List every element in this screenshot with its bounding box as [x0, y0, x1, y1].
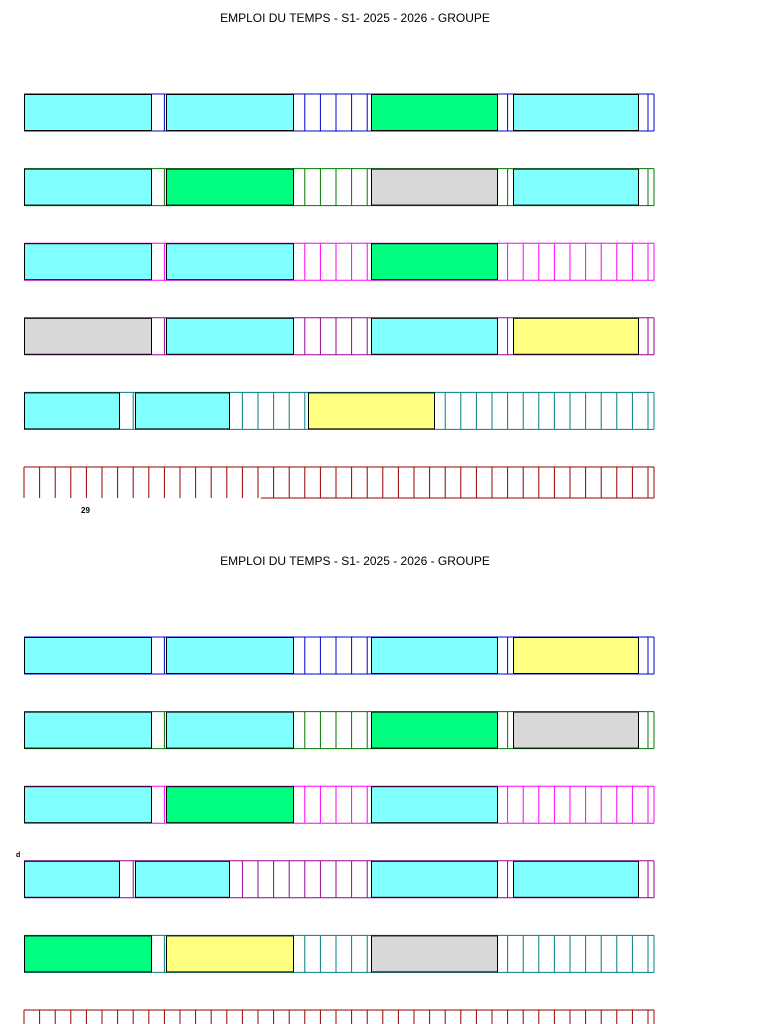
session-block	[308, 392, 435, 430]
session-block	[135, 392, 230, 430]
session-block	[166, 243, 294, 281]
session-block	[371, 786, 498, 824]
session-block	[371, 711, 498, 749]
session-block	[371, 935, 498, 973]
session-block	[371, 168, 498, 206]
marker-label: d	[16, 852, 21, 859]
session-block	[166, 935, 294, 973]
session-block	[24, 243, 152, 281]
session-block	[166, 711, 294, 749]
timetable-title-1: EMPLOI DU TEMPS - S1- 2025 - 2026 - GROU…	[220, 11, 490, 25]
session-block	[513, 317, 639, 355]
session-block	[371, 243, 498, 281]
week-number-label: 29	[81, 506, 90, 515]
session-block	[135, 860, 230, 898]
timetable-title-2: EMPLOI DU TEMPS - S1- 2025 - 2026 - GROU…	[220, 554, 490, 568]
session-block	[166, 637, 294, 674]
session-block	[371, 860, 498, 898]
session-block	[513, 94, 639, 131]
session-block	[24, 168, 152, 206]
session-block	[24, 317, 152, 355]
session-block	[371, 94, 498, 131]
session-block	[24, 860, 120, 898]
session-block	[166, 786, 294, 824]
session-block	[371, 317, 498, 355]
session-block	[24, 711, 152, 749]
session-block	[166, 317, 294, 355]
session-block	[513, 168, 639, 206]
session-block	[24, 392, 120, 430]
session-block	[513, 711, 639, 749]
session-block	[166, 94, 294, 131]
session-block	[513, 637, 639, 674]
session-block	[24, 786, 152, 824]
session-block	[371, 637, 498, 674]
session-block	[24, 637, 152, 674]
session-block	[166, 168, 294, 206]
session-block	[24, 94, 152, 131]
session-block	[513, 860, 639, 898]
session-block	[24, 935, 152, 973]
